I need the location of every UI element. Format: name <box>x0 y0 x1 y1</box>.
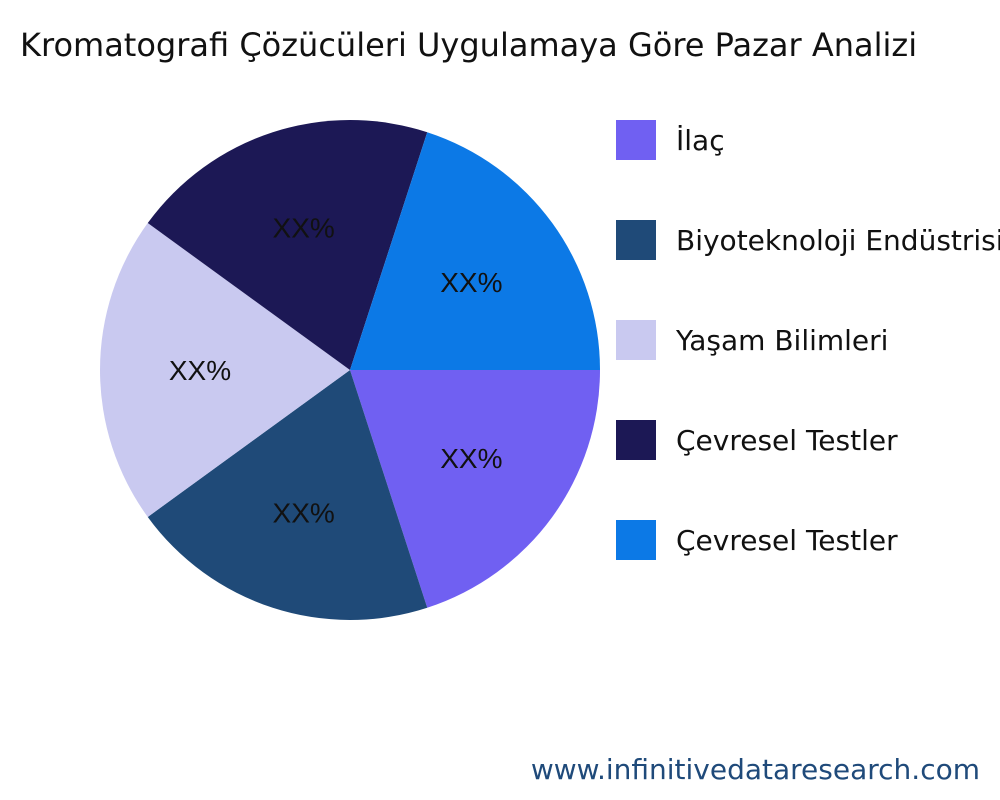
legend-swatch <box>616 320 656 360</box>
legend-swatch <box>616 120 656 160</box>
legend-label: Yaşam Bilimleri <box>676 323 889 357</box>
pie-slice <box>350 132 600 370</box>
legend-label: Biyoteknoloji Endüstrisi <box>676 223 1000 257</box>
pie-slice <box>147 120 428 370</box>
legend-label: Çevresel Testler <box>676 423 898 457</box>
pie-slice <box>100 223 350 517</box>
legend-item: Yaşam Bilimleri <box>616 320 888 360</box>
legend-label: Çevresel Testler <box>676 523 898 557</box>
chart-title: Kromatografi Çözücüleri Uygulamaya Göre … <box>20 26 918 64</box>
legend-item: Biyoteknoloji Endüstrisi <box>616 220 1000 260</box>
legend-label: İlaç <box>676 123 725 157</box>
pie-slice <box>350 370 600 608</box>
slice-data-label: XX% <box>273 498 335 529</box>
legend-swatch <box>616 420 656 460</box>
legend-swatch <box>616 520 656 560</box>
slice-data-label: XX% <box>273 212 335 243</box>
pie-slice <box>147 370 428 620</box>
slice-data-label: XX% <box>440 443 502 474</box>
legend-item: Çevresel Testler <box>616 420 898 460</box>
slice-data-label: XX% <box>169 355 231 386</box>
legend-item: Çevresel Testler <box>616 520 898 560</box>
legend-swatch <box>616 220 656 260</box>
legend-item: İlaç <box>616 120 725 160</box>
slice-data-label: XX% <box>440 267 502 298</box>
watermark: www.infinitivedataresearch.com <box>530 753 980 786</box>
